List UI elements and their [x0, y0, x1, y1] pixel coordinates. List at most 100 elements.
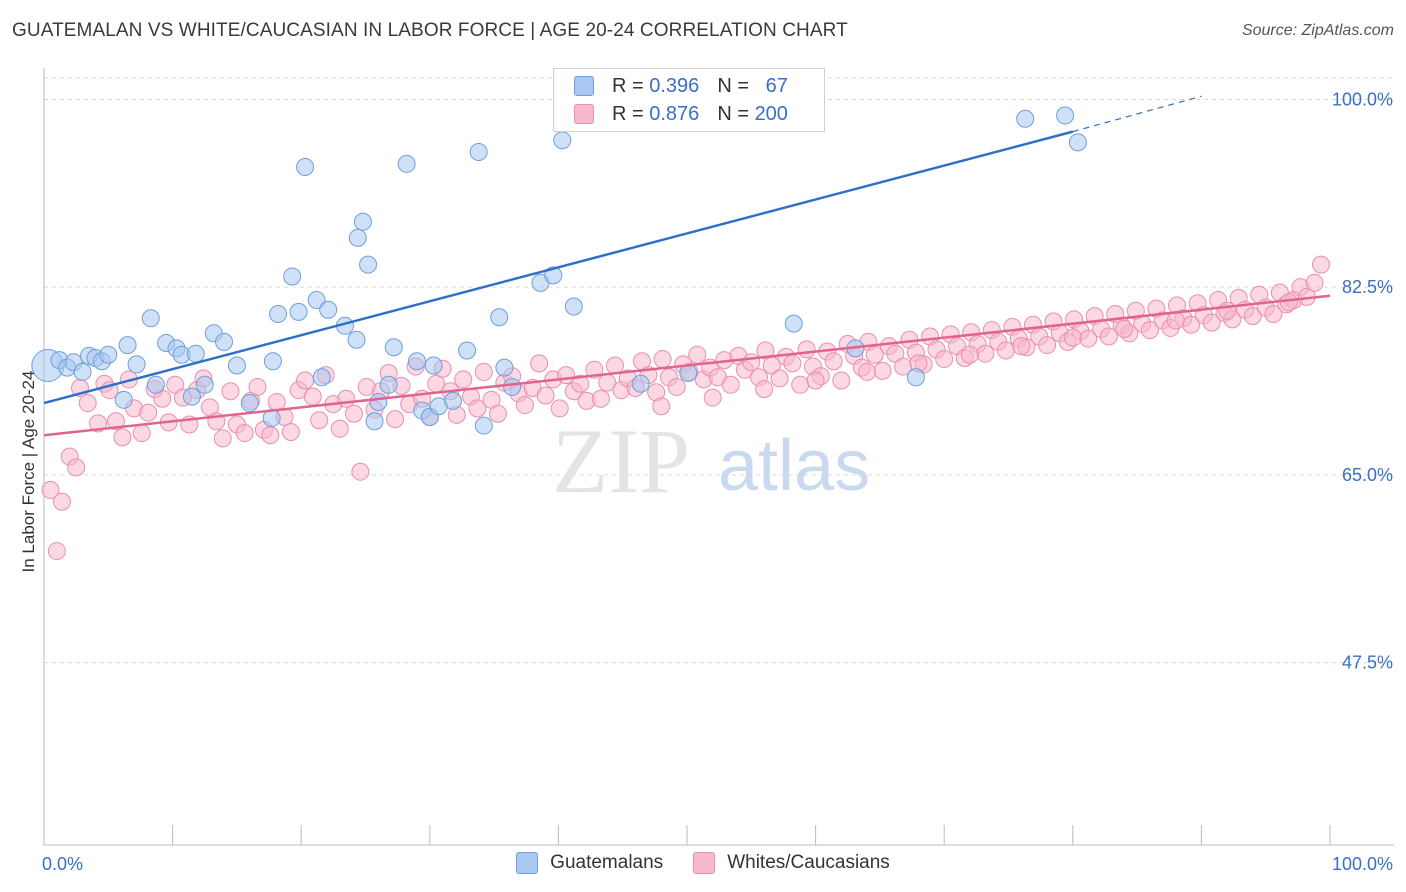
data-point-guatemalans [312, 368, 331, 387]
data-point-guatemalans [369, 392, 388, 411]
data-point-whites [330, 419, 349, 438]
data-point-guatemalans [495, 358, 514, 377]
data-point-guatemalans [141, 309, 160, 328]
legend-n-label: N = [717, 102, 749, 125]
data-point-whites [935, 350, 954, 369]
data-point-guatemalans [353, 212, 372, 231]
data-point-whites [113, 428, 132, 447]
data-point-whites [1243, 307, 1262, 326]
trend-line-guatemalans-extension [1072, 95, 1202, 133]
data-point-whites [1115, 320, 1134, 339]
data-point-guatemalans [365, 412, 384, 431]
data-point-whites [770, 369, 789, 388]
data-point-whites [261, 426, 280, 445]
data-point-whites [996, 341, 1015, 360]
data-point-guatemalans [490, 308, 509, 327]
data-point-guatemalans [186, 344, 205, 363]
data-point-guatemalans [906, 368, 925, 387]
data-point-whites [703, 388, 722, 407]
data-point-guatemalans [458, 341, 477, 360]
data-point-whites [344, 404, 363, 423]
data-point-guatemalans [1056, 106, 1075, 125]
data-point-whites [797, 340, 816, 359]
data-point-guatemalans [289, 302, 308, 321]
data-point-whites [783, 354, 802, 373]
y-tick-label: 47.5% [1342, 653, 1393, 673]
legend-item-whites-caucasians[interactable]: Whites/Caucasians [693, 852, 890, 874]
data-point-whites [858, 362, 877, 381]
data-point-guatemalans [424, 356, 443, 375]
data-point-whites [132, 424, 151, 443]
data-point-whites [536, 386, 555, 405]
data-point-guatemalans [379, 375, 398, 394]
legend-label: Whites/Caucasians [727, 852, 890, 873]
data-point-whites [67, 458, 86, 477]
data-point-whites [688, 345, 707, 364]
x-tick-label: 0.0% [42, 854, 83, 874]
legend-swatch-pink [574, 104, 594, 124]
data-point-whites [721, 375, 740, 394]
data-point-whites [550, 399, 569, 418]
data-point-guatemalans [319, 300, 338, 319]
data-point-whites [791, 375, 810, 394]
stats-legend: R = 0.396 N = 67 R = 0.876 N = 200 [553, 68, 825, 132]
data-point-guatemalans [784, 314, 803, 333]
watermark-atlas: atlas [718, 426, 870, 506]
data-point-whites [386, 410, 405, 429]
data-point-whites [296, 371, 315, 390]
trend-line-guatemalans [43, 130, 1074, 405]
data-point-whites [530, 354, 549, 373]
data-point-whites [267, 392, 286, 411]
legend-n-value: 67 [765, 74, 788, 97]
data-point-guatemalans [269, 305, 288, 323]
data-point-whites [107, 412, 126, 431]
data-point-whites [221, 382, 240, 401]
data-point-guatemalans [240, 394, 259, 413]
y-axis-title: In Labor Force | Age 20-24 [19, 371, 38, 573]
data-point-whites [337, 389, 356, 408]
data-point-whites [667, 377, 686, 396]
legend-n-value: 200 [754, 102, 788, 125]
x-tick-label: 100.0% [1332, 854, 1393, 874]
zipatlas-watermark: ZIP atlas [552, 410, 870, 512]
data-point-whites [652, 397, 671, 416]
data-point-guatemalans [182, 387, 201, 406]
legend-swatch-pink [693, 852, 716, 874]
data-point-guatemalans [1016, 109, 1035, 128]
data-point-whites [488, 404, 507, 423]
data-point-whites [755, 380, 774, 399]
data-point-guatemalans [195, 375, 214, 394]
data-point-guatemalans [1068, 133, 1087, 152]
legend-swatch-blue [516, 852, 539, 874]
data-point-whites [351, 462, 370, 481]
series-whites-caucasians [41, 255, 1330, 561]
data-point-guatemalans [215, 332, 234, 351]
data-point-whites [515, 396, 534, 415]
data-point-whites [1099, 327, 1118, 346]
data-point-guatemalans [99, 345, 118, 364]
data-point-whites [53, 492, 72, 511]
data-point-whites [139, 403, 158, 422]
legend-item-guatemalans[interactable]: Guatemalans [516, 852, 663, 874]
data-point-guatemalans [397, 154, 416, 173]
data-point-whites [1218, 301, 1237, 320]
data-point-whites [41, 480, 60, 499]
data-point-whites [1140, 321, 1159, 340]
data-point-guatemalans [384, 338, 403, 357]
data-point-whites [1012, 337, 1031, 356]
axes [43, 68, 1394, 846]
legend-row-whites: R = 0.876 N = 200 [574, 101, 788, 127]
data-point-whites [873, 361, 892, 380]
y-tick-label: 82.5% [1342, 277, 1393, 297]
data-point-whites [1311, 255, 1330, 274]
data-point-whites [1264, 305, 1283, 323]
watermark-zip: ZIP [552, 410, 690, 512]
tick-labels: 47.5% 65.0% 82.5% 100.0% 0.0% 100.0% In Labor … [19, 89, 1393, 874]
data-point-whites [474, 362, 493, 381]
data-point-whites [235, 424, 254, 443]
data-point-guatemalans [263, 352, 282, 371]
data-point-guatemalans [283, 267, 302, 286]
data-point-whites [1279, 293, 1298, 312]
data-point-whites [1305, 273, 1324, 292]
